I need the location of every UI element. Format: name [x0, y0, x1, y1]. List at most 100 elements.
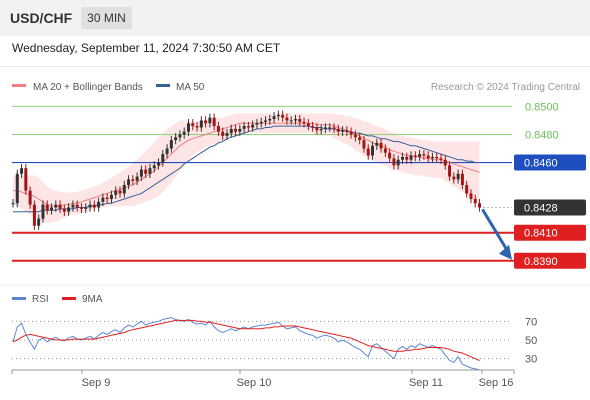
- rsi-grid-layer: 70 50 30: [12, 316, 537, 366]
- candle-body: [208, 117, 212, 124]
- projection-layer: [481, 208, 512, 260]
- ma9-legend-swatch: [62, 297, 76, 300]
- candle-body: [118, 190, 122, 194]
- ma50-legend-label: MA 50: [176, 82, 205, 93]
- candle-body: [174, 137, 178, 141]
- candle-body: [362, 140, 366, 149]
- candle-body: [109, 194, 113, 200]
- pivot-price-label-box: [514, 154, 586, 171]
- candle-body: [439, 158, 443, 160]
- candle-body: [285, 117, 289, 121]
- candle-body: [443, 159, 447, 166]
- candle-body: [67, 207, 71, 212]
- candle-body: [426, 155, 430, 159]
- candle-body: [238, 128, 242, 132]
- current-price-label-box: [514, 199, 586, 216]
- candle-body: [234, 128, 238, 132]
- x-tick-label: Sep 9: [82, 377, 111, 389]
- candle-body: [32, 204, 36, 226]
- timeframe-button[interactable]: 30 MIN: [81, 7, 132, 29]
- candle-body: [97, 201, 101, 208]
- candle-body: [41, 204, 45, 219]
- candle-body: [435, 156, 439, 159]
- candle-body: [161, 154, 165, 163]
- candle-body: [469, 193, 473, 200]
- candle-body: [195, 126, 199, 128]
- candle-body: [430, 156, 434, 159]
- candle-body: [45, 204, 49, 211]
- candle-body: [323, 127, 327, 129]
- rsi-lines-layer: [12, 317, 480, 371]
- candle-body: [255, 123, 259, 125]
- level-lines-layer: [12, 105, 584, 262]
- candle-body: [186, 123, 190, 132]
- candle-body: [157, 162, 161, 166]
- candle-body: [191, 123, 195, 127]
- candle-body: [388, 152, 392, 159]
- candle-body: [473, 199, 477, 204]
- current-price-label: 0.8428: [524, 202, 558, 214]
- x-tick-label: Sep 10: [237, 377, 272, 389]
- candle-body: [413, 155, 417, 157]
- candle-body: [383, 148, 387, 153]
- candle-body: [75, 204, 79, 208]
- candle-body: [229, 128, 233, 134]
- candle-body: [366, 148, 370, 156]
- candle-body: [135, 176, 139, 181]
- candle-body: [216, 126, 220, 132]
- rsi-tick-label: 50: [525, 335, 537, 347]
- support-price-label-box: [514, 252, 586, 269]
- rsi-legend-label: RSI: [32, 294, 49, 305]
- candle-body: [375, 142, 379, 146]
- candle-body: [144, 169, 148, 174]
- candle-body: [204, 120, 208, 124]
- candle-body: [58, 204, 62, 209]
- candle-body: [358, 137, 362, 141]
- ma20-line: [13, 122, 480, 207]
- candle-body: [259, 121, 263, 124]
- support-price-label: 0.8390: [524, 256, 558, 268]
- candle-body: [422, 154, 426, 156]
- candle-body: [276, 114, 280, 117]
- candle-body: [465, 185, 469, 194]
- x-tick-label: Sep 11: [409, 377, 443, 389]
- candle-body: [293, 119, 297, 121]
- candle-body: [62, 208, 66, 212]
- rsi-tick-label: 70: [525, 316, 537, 328]
- candle-body: [242, 126, 246, 129]
- candle-body: [251, 124, 255, 128]
- candle-body: [452, 176, 456, 180]
- rsi-ma9-line: [12, 319, 480, 361]
- price-labels-layer: 0.8500 0.8480 0.8460 0.8428 0.8410 0.8390: [514, 101, 586, 269]
- candle-body: [418, 154, 422, 157]
- resistance-price-label: 0.8500: [525, 101, 559, 113]
- header-divider: [0, 66, 590, 67]
- candle-body: [92, 204, 96, 208]
- candle-body: [199, 120, 203, 128]
- candle-body: [152, 165, 156, 169]
- symbol-label: USD/CHF: [10, 10, 73, 26]
- candle-body: [396, 159, 400, 166]
- support-price-label-box: [514, 224, 586, 241]
- candle-body: [319, 128, 323, 131]
- candle-body: [379, 142, 383, 149]
- candle-body: [24, 168, 28, 191]
- candle-body: [28, 190, 32, 205]
- candle-body: [289, 120, 293, 122]
- candle-body: [336, 128, 340, 132]
- candle-body: [302, 121, 306, 124]
- x-axis-layer: Sep 9 Sep 10 Sep 11 Sep 16: [11, 370, 515, 389]
- candle-body: [84, 207, 88, 209]
- resistance-price-label: 0.8480: [525, 129, 559, 141]
- candle-body: [101, 197, 105, 202]
- candle-body: [139, 169, 143, 177]
- support-price-label: 0.8410: [524, 228, 558, 240]
- candles-layer: [11, 110, 482, 230]
- rsi-tick-label: 30: [525, 354, 537, 366]
- rsi-legend-swatch: [12, 297, 26, 300]
- chart-header: USD/CHF 30 MIN: [0, 0, 590, 36]
- candle-body: [405, 156, 409, 160]
- candle-body: [221, 131, 225, 136]
- candle-body: [114, 190, 118, 195]
- candle-body: [371, 145, 375, 156]
